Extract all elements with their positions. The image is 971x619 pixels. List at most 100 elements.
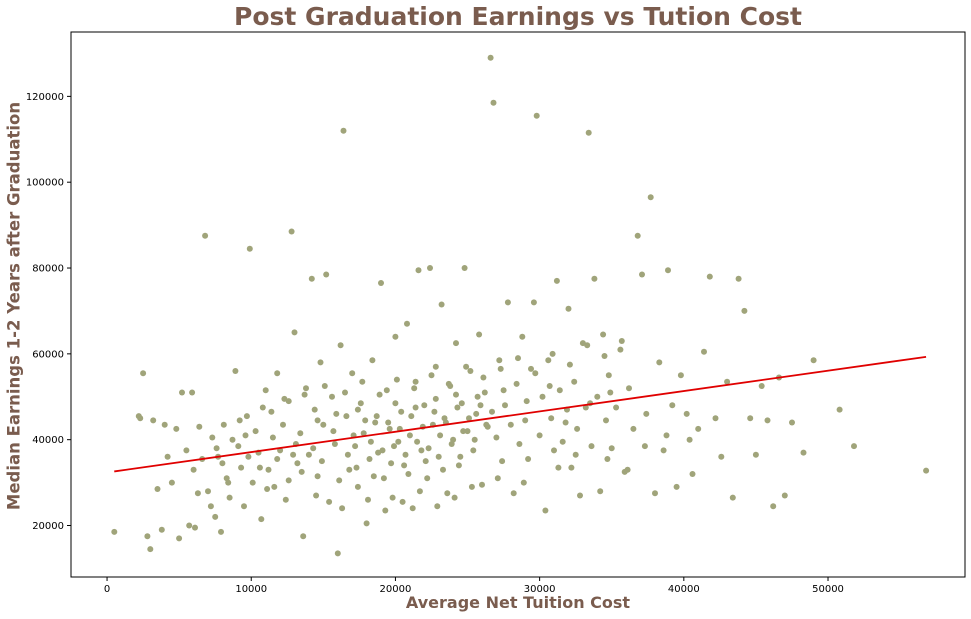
data-point [373,413,380,420]
data-point [168,479,175,486]
data-point [836,406,843,413]
data-point [269,434,276,441]
data-point [179,389,185,396]
data-point [608,445,615,452]
data-point [613,404,620,411]
data-point [466,415,472,422]
data-point [274,370,281,377]
data-point [718,453,725,460]
data-point [689,471,696,477]
data-point [280,421,286,428]
data-point [190,466,197,473]
data-point [533,112,540,119]
data-point [317,359,324,366]
data-point [380,475,387,482]
data-point [432,363,439,370]
data-point [245,453,252,460]
data-point [192,524,198,531]
data-point [677,372,684,379]
data-point [294,460,301,467]
data-point [673,483,680,490]
data-point [323,271,330,278]
data-point [624,466,631,473]
data-point [487,54,494,61]
data-point [339,505,346,512]
data-point [218,528,224,535]
data-point [601,353,608,359]
data-point [463,363,470,370]
data-point [530,299,537,306]
data-point [409,505,416,512]
data-point [515,355,521,362]
data-point [378,280,384,286]
data-point [412,378,419,385]
data-point [483,421,490,428]
data-point [458,400,465,407]
data-point [220,421,227,428]
data-point [196,423,203,430]
y-tick-label: 120000 [26,92,64,103]
data-point [444,490,451,497]
data-point [781,492,788,499]
data-point [437,432,444,439]
data-point [572,451,579,458]
data-point [414,438,421,445]
data-point [473,410,480,417]
data-point [639,271,645,278]
data-point [372,419,379,426]
data-point [457,453,464,460]
data-point [349,370,356,377]
data-point [571,378,578,385]
data-point [923,467,930,474]
data-point [229,436,236,443]
data-point [471,436,478,443]
data-point [183,447,190,454]
data-point [300,533,307,540]
data-point [556,387,563,394]
data-point [334,550,341,557]
data-point [232,368,239,374]
data-point [271,483,278,490]
data-point [256,464,263,471]
data-point [522,417,529,424]
data-point [186,522,193,529]
data-point [519,333,526,340]
data-point [303,385,309,392]
data-point [388,460,395,467]
data-point [314,473,321,480]
data-point [354,406,361,413]
data-point [202,232,209,239]
data-point [369,357,376,364]
data-point [362,417,369,424]
y-axis-label: Median Earnings 1-2 Years after Graduati… [4,101,24,511]
data-point [663,432,670,439]
data-point [525,456,532,462]
data-point [161,421,168,428]
data-point [402,451,409,458]
data-point [298,468,305,475]
data-point [494,475,501,482]
data-point [213,445,220,452]
data-point [810,357,817,364]
data-point [701,348,707,355]
data-point [392,333,399,340]
data-point [389,494,396,501]
data-point [282,496,289,503]
data-point [549,350,556,357]
data-point [412,404,419,411]
data-point [546,383,553,389]
data-point [448,441,455,447]
data-point [493,434,500,441]
data-point [577,492,583,499]
data-point [504,299,511,306]
data-point [365,496,371,503]
data-point [735,275,742,282]
data-point [111,528,118,535]
data-point [331,441,338,447]
data-point [252,428,259,435]
data-point [729,494,736,501]
data-point [584,342,591,349]
y-tick-label: 80000 [32,264,64,275]
data-point [603,417,609,424]
